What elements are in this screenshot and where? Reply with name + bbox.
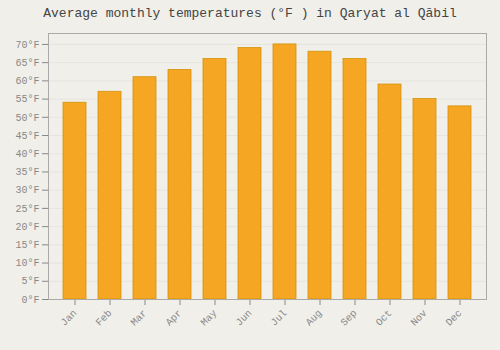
svg-text:70°F: 70°F — [15, 40, 39, 51]
svg-text:Jan: Jan — [59, 308, 80, 329]
svg-text:40°F: 40°F — [15, 149, 39, 160]
svg-text:20°F: 20°F — [15, 222, 39, 233]
svg-text:25°F: 25°F — [15, 204, 39, 215]
svg-text:Mar: Mar — [129, 308, 150, 329]
svg-text:10°F: 10°F — [15, 258, 39, 269]
svg-text:15°F: 15°F — [15, 240, 39, 251]
svg-text:Jun: Jun — [234, 308, 255, 329]
svg-text:Oct: Oct — [374, 308, 395, 329]
svg-text:55°F: 55°F — [15, 94, 39, 105]
svg-text:50°F: 50°F — [15, 113, 39, 124]
svg-text:Jul: Jul — [269, 308, 290, 329]
svg-text:Sep: Sep — [339, 308, 360, 329]
svg-text:Dec: Dec — [444, 308, 465, 329]
svg-text:Feb: Feb — [94, 308, 115, 329]
svg-text:Aug: Aug — [304, 308, 325, 329]
svg-text:Apr: Apr — [164, 308, 185, 329]
svg-text:65°F: 65°F — [15, 58, 39, 69]
svg-text:35°F: 35°F — [15, 167, 39, 178]
svg-text:0°F: 0°F — [21, 295, 39, 306]
svg-text:Nov: Nov — [409, 308, 430, 329]
svg-text:5°F: 5°F — [21, 276, 39, 287]
svg-text:30°F: 30°F — [15, 185, 39, 196]
html-text:Average monthly temperatures (: Average monthly temperatures (°F ) in Qa… — [43, 6, 457, 21]
svg-text:60°F: 60°F — [15, 76, 39, 87]
svg-text:May: May — [199, 308, 220, 329]
svg-text:45°F: 45°F — [15, 131, 39, 142]
